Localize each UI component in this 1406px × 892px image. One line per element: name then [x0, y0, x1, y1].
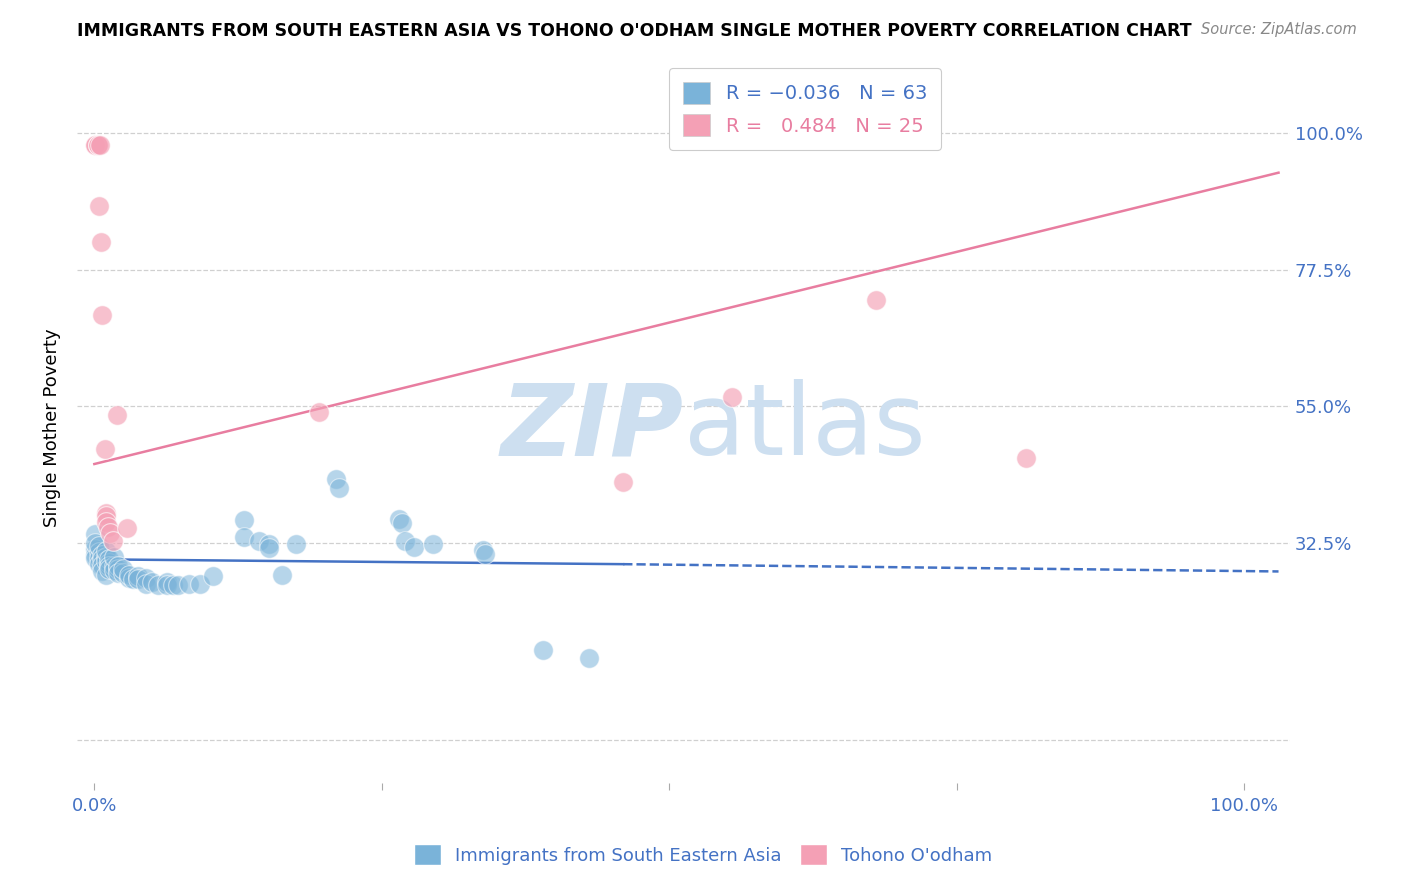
Point — [91, 558, 114, 573]
Point — [328, 481, 350, 495]
Point — [84, 541, 107, 556]
Point — [91, 552, 114, 566]
Point — [87, 539, 110, 553]
Point — [388, 511, 411, 525]
Point — [101, 534, 124, 549]
Point — [94, 553, 117, 567]
Point — [84, 138, 107, 153]
Point — [325, 472, 347, 486]
Point — [93, 442, 115, 456]
Point — [105, 409, 128, 423]
Point — [122, 572, 145, 586]
Point — [135, 571, 157, 585]
Point — [156, 574, 179, 589]
Point — [188, 577, 211, 591]
Point — [270, 568, 292, 582]
Point — [115, 521, 138, 535]
Point — [112, 566, 135, 580]
Point — [284, 537, 307, 551]
Point — [98, 562, 121, 576]
Text: IMMIGRANTS FROM SOUTH EASTERN ASIA VS TOHONO O'ODHAM SINGLE MOTHER POVERTY CORRE: IMMIGRANTS FROM SOUTH EASTERN ASIA VS TO… — [77, 22, 1192, 40]
Legend: R = −0.036   N = 63, R =   0.484   N = 25: R = −0.036 N = 63, R = 0.484 N = 25 — [669, 68, 941, 150]
Point — [84, 548, 107, 562]
Point — [391, 516, 413, 530]
Point — [94, 506, 117, 520]
Point — [118, 568, 141, 582]
Point — [94, 549, 117, 564]
Point — [94, 568, 117, 582]
Point — [257, 541, 280, 555]
Text: ZIP: ZIP — [501, 379, 683, 476]
Point — [402, 540, 425, 554]
Text: Source: ZipAtlas.com: Source: ZipAtlas.com — [1201, 22, 1357, 37]
Point — [94, 544, 117, 558]
Point — [87, 138, 110, 153]
Point — [84, 551, 107, 566]
Point — [90, 235, 112, 250]
Point — [98, 556, 121, 570]
Point — [247, 534, 270, 549]
Point — [103, 549, 125, 564]
Point — [91, 308, 114, 322]
Point — [87, 557, 110, 571]
Point — [103, 563, 125, 577]
Point — [471, 543, 494, 558]
Point — [232, 530, 254, 544]
Point — [84, 536, 107, 550]
Point — [112, 562, 135, 576]
Point — [91, 565, 114, 579]
Point — [422, 537, 444, 551]
Point — [162, 578, 184, 592]
Point — [118, 571, 141, 585]
Point — [612, 475, 634, 490]
Y-axis label: Single Mother Poverty: Single Mother Poverty — [44, 328, 60, 527]
Point — [394, 534, 416, 549]
Point — [87, 551, 110, 566]
Point — [146, 578, 169, 592]
Point — [127, 568, 149, 582]
Point — [135, 577, 157, 591]
Point — [94, 508, 117, 523]
Point — [474, 547, 496, 561]
Point — [1014, 450, 1036, 465]
Point — [201, 569, 224, 583]
Point — [87, 138, 110, 153]
Point — [141, 574, 163, 589]
Point — [531, 643, 554, 657]
Point — [578, 651, 600, 665]
Point — [721, 390, 744, 404]
Text: atlas: atlas — [683, 379, 925, 476]
Point — [167, 578, 190, 592]
Point — [107, 562, 129, 576]
Legend: Immigrants from South Eastern Asia, Tohono O'odham: Immigrants from South Eastern Asia, Toho… — [406, 837, 1000, 872]
Point — [98, 552, 121, 566]
Point — [308, 405, 330, 419]
Point — [127, 572, 149, 586]
Point — [103, 559, 125, 574]
Point — [107, 566, 129, 580]
Point — [87, 545, 110, 559]
Point — [156, 578, 179, 592]
Point — [84, 526, 107, 541]
Point — [865, 293, 887, 307]
Point — [89, 138, 111, 153]
Point — [87, 199, 110, 213]
Point — [97, 519, 120, 533]
Point — [94, 515, 117, 529]
Point — [107, 559, 129, 574]
Point — [177, 577, 200, 591]
Point — [232, 513, 254, 527]
Point — [257, 537, 280, 551]
Point — [91, 548, 114, 562]
Point — [84, 138, 107, 153]
Point — [100, 525, 122, 540]
Point — [98, 559, 121, 574]
